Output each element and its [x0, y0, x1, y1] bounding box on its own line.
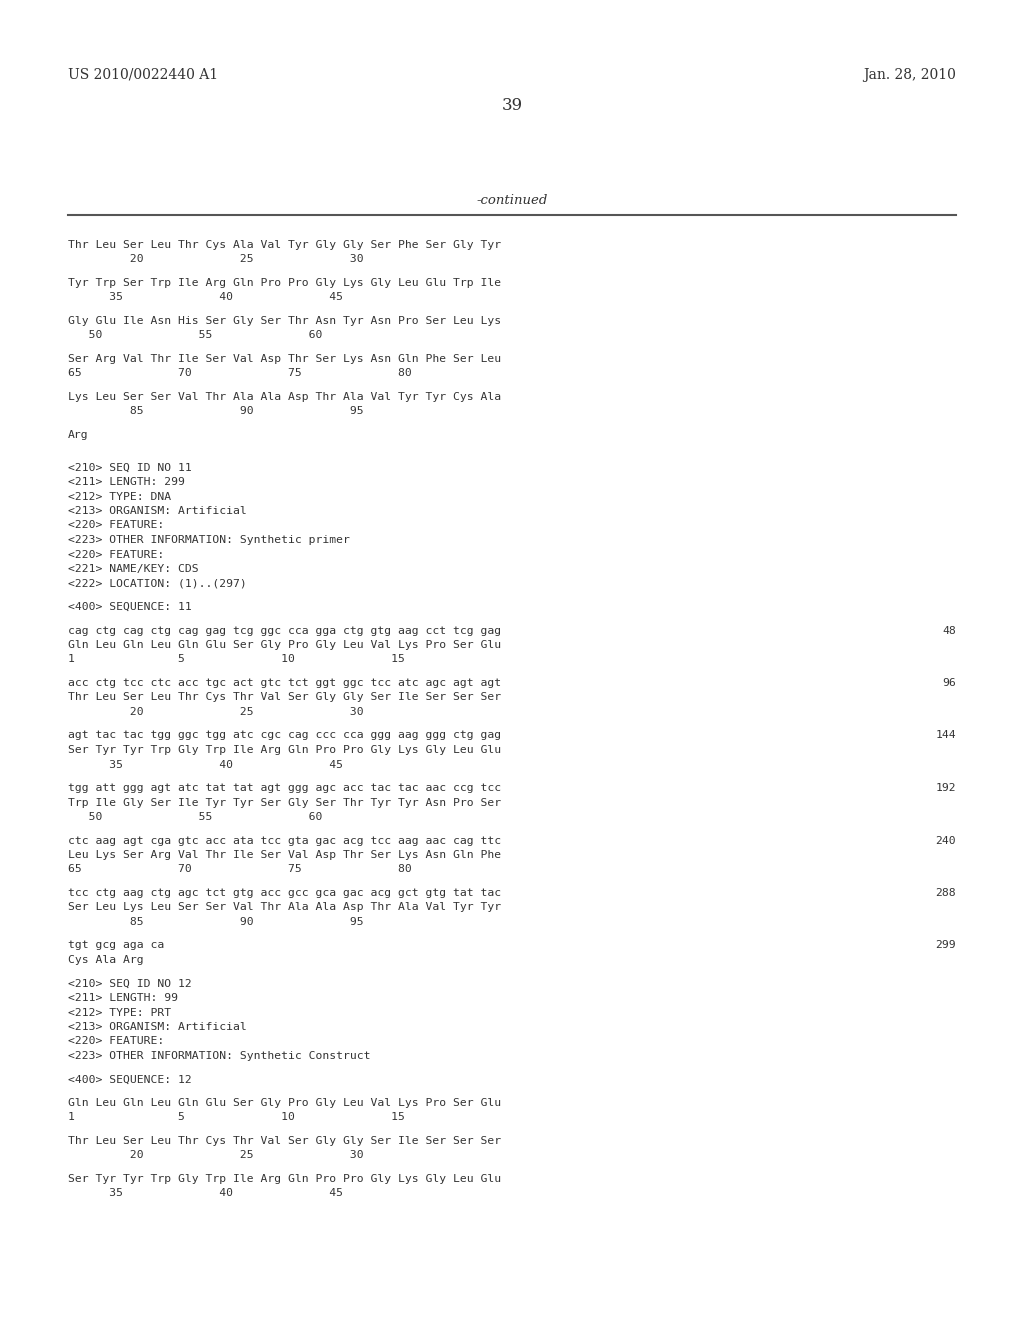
Text: 35              40              45: 35 40 45: [68, 1188, 343, 1199]
Text: agt tac tac tgg ggc tgg atc cgc cag ccc cca ggg aag ggg ctg gag: agt tac tac tgg ggc tgg atc cgc cag ccc …: [68, 730, 501, 741]
Text: Thr Leu Ser Leu Thr Cys Thr Val Ser Gly Gly Ser Ile Ser Ser Ser: Thr Leu Ser Leu Thr Cys Thr Val Ser Gly …: [68, 693, 501, 702]
Text: <223> OTHER INFORMATION: Synthetic Construct: <223> OTHER INFORMATION: Synthetic Const…: [68, 1051, 371, 1061]
Text: Cys Ala Arg: Cys Ala Arg: [68, 954, 143, 965]
Text: Leu Lys Ser Arg Val Thr Ile Ser Val Asp Thr Ser Lys Asn Gln Phe: Leu Lys Ser Arg Val Thr Ile Ser Val Asp …: [68, 850, 501, 861]
Text: <210> SEQ ID NO 12: <210> SEQ ID NO 12: [68, 978, 191, 989]
Text: <223> OTHER INFORMATION: Synthetic primer: <223> OTHER INFORMATION: Synthetic prime…: [68, 535, 350, 545]
Text: Ser Tyr Tyr Trp Gly Trp Ile Arg Gln Pro Pro Gly Lys Gly Leu Glu: Ser Tyr Tyr Trp Gly Trp Ile Arg Gln Pro …: [68, 1173, 501, 1184]
Text: <213> ORGANISM: Artificial: <213> ORGANISM: Artificial: [68, 1022, 247, 1032]
Text: Tyr Trp Ser Trp Ile Arg Gln Pro Pro Gly Lys Gly Leu Glu Trp Ile: Tyr Trp Ser Trp Ile Arg Gln Pro Pro Gly …: [68, 279, 501, 288]
Text: 48: 48: [942, 626, 956, 635]
Text: 288: 288: [935, 888, 956, 898]
Text: US 2010/0022440 A1: US 2010/0022440 A1: [68, 69, 218, 82]
Text: 20              25              30: 20 25 30: [68, 708, 364, 717]
Text: Trp Ile Gly Ser Ile Tyr Tyr Ser Gly Ser Thr Tyr Tyr Asn Pro Ser: Trp Ile Gly Ser Ile Tyr Tyr Ser Gly Ser …: [68, 797, 501, 808]
Text: 85              90              95: 85 90 95: [68, 407, 364, 417]
Text: Arg: Arg: [68, 430, 89, 440]
Text: Thr Leu Ser Leu Thr Cys Ala Val Tyr Gly Gly Ser Phe Ser Gly Tyr: Thr Leu Ser Leu Thr Cys Ala Val Tyr Gly …: [68, 240, 501, 249]
Text: 192: 192: [935, 783, 956, 793]
Text: <400> SEQUENCE: 11: <400> SEQUENCE: 11: [68, 602, 191, 612]
Text: 1               5              10              15: 1 5 10 15: [68, 1113, 404, 1122]
Text: 1               5              10              15: 1 5 10 15: [68, 655, 404, 664]
Text: Lys Leu Ser Ser Val Thr Ala Ala Asp Thr Ala Val Tyr Tyr Cys Ala: Lys Leu Ser Ser Val Thr Ala Ala Asp Thr …: [68, 392, 501, 403]
Text: 35              40              45: 35 40 45: [68, 293, 343, 302]
Text: <212> TYPE: DNA: <212> TYPE: DNA: [68, 491, 171, 502]
Text: Jan. 28, 2010: Jan. 28, 2010: [863, 69, 956, 82]
Text: tcc ctg aag ctg agc tct gtg acc gcc gca gac acg gct gtg tat tac: tcc ctg aag ctg agc tct gtg acc gcc gca …: [68, 888, 501, 898]
Text: <213> ORGANISM: Artificial: <213> ORGANISM: Artificial: [68, 506, 247, 516]
Text: <211> LENGTH: 99: <211> LENGTH: 99: [68, 993, 178, 1003]
Text: acc ctg tcc ctc acc tgc act gtc tct ggt ggc tcc atc agc agt agt: acc ctg tcc ctc acc tgc act gtc tct ggt …: [68, 678, 501, 688]
Text: <221> NAME/KEY: CDS: <221> NAME/KEY: CDS: [68, 564, 199, 574]
Text: Gln Leu Gln Leu Gln Glu Ser Gly Pro Gly Leu Val Lys Pro Ser Glu: Gln Leu Gln Leu Gln Glu Ser Gly Pro Gly …: [68, 1098, 501, 1107]
Text: 85              90              95: 85 90 95: [68, 917, 364, 927]
Text: cag ctg cag ctg cag gag tcg ggc cca gga ctg gtg aag cct tcg gag: cag ctg cag ctg cag gag tcg ggc cca gga …: [68, 626, 501, 635]
Text: <210> SEQ ID NO 11: <210> SEQ ID NO 11: [68, 462, 191, 473]
Text: <222> LOCATION: (1)..(297): <222> LOCATION: (1)..(297): [68, 578, 247, 589]
Text: <211> LENGTH: 299: <211> LENGTH: 299: [68, 477, 185, 487]
Text: 50              55              60: 50 55 60: [68, 330, 323, 341]
Text: <400> SEQUENCE: 12: <400> SEQUENCE: 12: [68, 1074, 191, 1085]
Text: 96: 96: [942, 678, 956, 688]
Text: tgt gcg aga ca: tgt gcg aga ca: [68, 940, 164, 950]
Text: 20              25              30: 20 25 30: [68, 255, 364, 264]
Text: ctc aag agt cga gtc acc ata tcc gta gac acg tcc aag aac cag ttc: ctc aag agt cga gtc acc ata tcc gta gac …: [68, 836, 501, 846]
Text: <212> TYPE: PRT: <212> TYPE: PRT: [68, 1007, 171, 1018]
Text: tgg att ggg agt atc tat tat agt ggg agc acc tac tac aac ccg tcc: tgg att ggg agt atc tat tat agt ggg agc …: [68, 783, 501, 793]
Text: Gly Glu Ile Asn His Ser Gly Ser Thr Asn Tyr Asn Pro Ser Leu Lys: Gly Glu Ile Asn His Ser Gly Ser Thr Asn …: [68, 315, 501, 326]
Text: 50              55              60: 50 55 60: [68, 812, 323, 822]
Text: Gln Leu Gln Leu Gln Glu Ser Gly Pro Gly Leu Val Lys Pro Ser Glu: Gln Leu Gln Leu Gln Glu Ser Gly Pro Gly …: [68, 640, 501, 649]
Text: 240: 240: [935, 836, 956, 846]
Text: <220> FEATURE:: <220> FEATURE:: [68, 549, 164, 560]
Text: 35              40              45: 35 40 45: [68, 759, 343, 770]
Text: Ser Tyr Tyr Trp Gly Trp Ile Arg Gln Pro Pro Gly Lys Gly Leu Glu: Ser Tyr Tyr Trp Gly Trp Ile Arg Gln Pro …: [68, 744, 501, 755]
Text: 65              70              75              80: 65 70 75 80: [68, 865, 412, 874]
Text: Thr Leu Ser Leu Thr Cys Thr Val Ser Gly Gly Ser Ile Ser Ser Ser: Thr Leu Ser Leu Thr Cys Thr Val Ser Gly …: [68, 1137, 501, 1146]
Text: 65              70              75              80: 65 70 75 80: [68, 368, 412, 379]
Text: Ser Leu Lys Leu Ser Ser Val Thr Ala Ala Asp Thr Ala Val Tyr Tyr: Ser Leu Lys Leu Ser Ser Val Thr Ala Ala …: [68, 903, 501, 912]
Text: 144: 144: [935, 730, 956, 741]
Text: Ser Arg Val Thr Ile Ser Val Asp Thr Ser Lys Asn Gln Phe Ser Leu: Ser Arg Val Thr Ile Ser Val Asp Thr Ser …: [68, 354, 501, 364]
Text: 39: 39: [502, 96, 522, 114]
Text: <220> FEATURE:: <220> FEATURE:: [68, 520, 164, 531]
Text: -continued: -continued: [476, 194, 548, 206]
Text: 299: 299: [935, 940, 956, 950]
Text: 20              25              30: 20 25 30: [68, 1151, 364, 1160]
Text: <220> FEATURE:: <220> FEATURE:: [68, 1036, 164, 1047]
